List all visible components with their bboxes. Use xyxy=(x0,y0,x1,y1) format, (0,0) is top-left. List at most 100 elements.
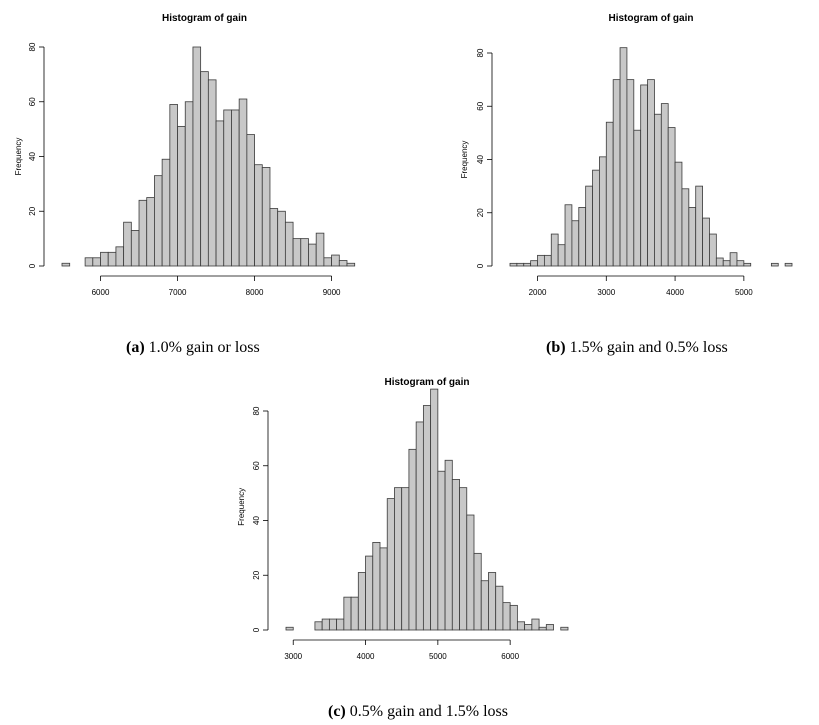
y-tick-label-c-1: 20 xyxy=(252,570,261,579)
bar-c-31 xyxy=(509,604,518,631)
y-tick-label-b-4: 80 xyxy=(476,48,485,57)
bar-b-33 xyxy=(736,260,745,267)
bar-c-6 xyxy=(328,618,338,631)
bar-b-20 xyxy=(647,79,655,267)
bar-b-34 xyxy=(743,262,752,267)
bar-c-26 xyxy=(473,552,482,631)
bar-c-38 xyxy=(560,626,569,631)
bar-c-18 xyxy=(415,421,424,631)
bar-c-8 xyxy=(343,596,352,631)
bar-a-20 xyxy=(215,120,225,267)
bar-a-0 xyxy=(61,262,71,267)
bar-c-16 xyxy=(401,487,410,631)
caption-a-label: (a) xyxy=(126,339,145,356)
bar-a-11 xyxy=(146,197,155,267)
bars-c xyxy=(285,388,569,631)
histogram-chart-c: Histogram of gain Frequency 0 20 40 60 80 3000 4… xyxy=(237,377,569,661)
caption-b-text: 1.5% gain and 0.5% loss xyxy=(565,339,728,356)
bar-a-37 xyxy=(346,262,356,267)
bar-a-27 xyxy=(269,208,279,267)
caption-a-text: 1.0% gain or loss xyxy=(144,339,260,356)
bar-a-15 xyxy=(177,125,186,267)
bar-c-11 xyxy=(365,555,374,631)
bar-c-20 xyxy=(430,388,439,631)
bar-c-5 xyxy=(321,618,330,631)
bar-b-19 xyxy=(640,84,648,267)
bar-b-24 xyxy=(674,161,683,267)
bar-a-36 xyxy=(338,260,348,267)
bar-b-14 xyxy=(605,121,614,267)
bar-c-25 xyxy=(466,514,475,631)
y-tick-label-a-3: 60 xyxy=(28,97,37,106)
bar-b-2 xyxy=(523,262,532,267)
bar-c-17 xyxy=(408,448,417,631)
bar-c-12 xyxy=(372,541,381,631)
bar-c-19 xyxy=(422,405,432,631)
bar-b-27 xyxy=(695,185,703,267)
bar-a-13 xyxy=(161,158,171,267)
caption-a: (a) 1.0% gain or loss xyxy=(126,339,260,357)
bar-c-34 xyxy=(531,618,540,631)
bar-b-22 xyxy=(660,103,669,267)
x-tick-label-b-2: 4000 xyxy=(666,288,684,297)
bar-b-32 xyxy=(729,252,738,267)
y-tick-label-a-1: 20 xyxy=(28,206,37,215)
x-tick-label-b-3: 5000 xyxy=(735,288,753,297)
x-tick-label-a-2: 8000 xyxy=(246,288,264,297)
bar-b-15 xyxy=(612,79,621,267)
bar-a-30 xyxy=(292,238,302,267)
bar-a-9 xyxy=(130,230,140,267)
y-tick-label-c-3: 60 xyxy=(252,461,261,470)
bar-a-18 xyxy=(200,71,209,267)
bar-c-32 xyxy=(516,621,526,631)
y-tick-label-b-1: 20 xyxy=(476,208,485,217)
bar-b-16 xyxy=(619,47,628,267)
bars-b xyxy=(509,47,793,267)
bar-c-22 xyxy=(444,459,453,631)
x-tick-label-a-3: 9000 xyxy=(323,288,341,297)
bar-b-26 xyxy=(688,207,697,267)
bar-c-14 xyxy=(386,498,395,631)
y-axis-label-a: Frequency xyxy=(14,138,23,176)
bar-b-7 xyxy=(557,244,566,267)
y-tick-label-b-3: 60 xyxy=(476,101,485,110)
caption-c: (c) 0.5% gain and 1.5% loss xyxy=(328,703,508,721)
bar-c-35 xyxy=(538,626,547,631)
bar-b-6 xyxy=(550,233,559,267)
bar-b-3 xyxy=(530,260,538,267)
caption-c-label: (c) xyxy=(328,703,346,720)
bars-a xyxy=(61,46,356,267)
y-tick-label-c-0: 0 xyxy=(252,627,261,632)
bar-c-33 xyxy=(524,624,533,631)
bar-b-9 xyxy=(571,220,580,267)
y-tick-label-a-0: 0 xyxy=(28,263,37,268)
bar-a-21 xyxy=(223,109,232,267)
bar-a-12 xyxy=(154,175,163,267)
y-tick-label-b-2: 40 xyxy=(476,155,485,164)
bar-a-34 xyxy=(323,257,332,267)
x-tick-label-a-1: 7000 xyxy=(169,288,187,297)
y-axis-label-b: Frequency xyxy=(460,141,469,179)
bar-c-29 xyxy=(495,585,504,631)
bar-a-10 xyxy=(138,199,148,267)
bar-a-35 xyxy=(331,254,340,267)
bar-a-14 xyxy=(169,104,178,267)
bar-a-29 xyxy=(284,221,294,267)
bar-b-29 xyxy=(709,233,717,267)
caption-c-text: 0.5% gain and 1.5% loss xyxy=(345,703,508,720)
bar-a-32 xyxy=(308,243,317,267)
bar-c-15 xyxy=(394,487,403,631)
histogram-chart-b: Histogram of gain Frequency 0 20 40 60 80 2000 3… xyxy=(460,13,793,297)
bar-c-24 xyxy=(459,487,468,631)
bar-b-40 xyxy=(784,262,793,267)
bar-c-7 xyxy=(336,618,345,631)
bar-b-11 xyxy=(585,185,593,267)
bar-b-0 xyxy=(509,262,518,267)
bar-c-36 xyxy=(545,624,554,631)
bar-c-23 xyxy=(451,479,460,631)
histogram-chart-a: Histogram of gain Frequency 0 20 40 60 80 6000 7… xyxy=(14,13,356,297)
bar-a-28 xyxy=(277,210,286,267)
bar-a-7 xyxy=(115,246,125,267)
bar-a-23 xyxy=(238,98,248,267)
bar-c-10 xyxy=(357,572,366,631)
